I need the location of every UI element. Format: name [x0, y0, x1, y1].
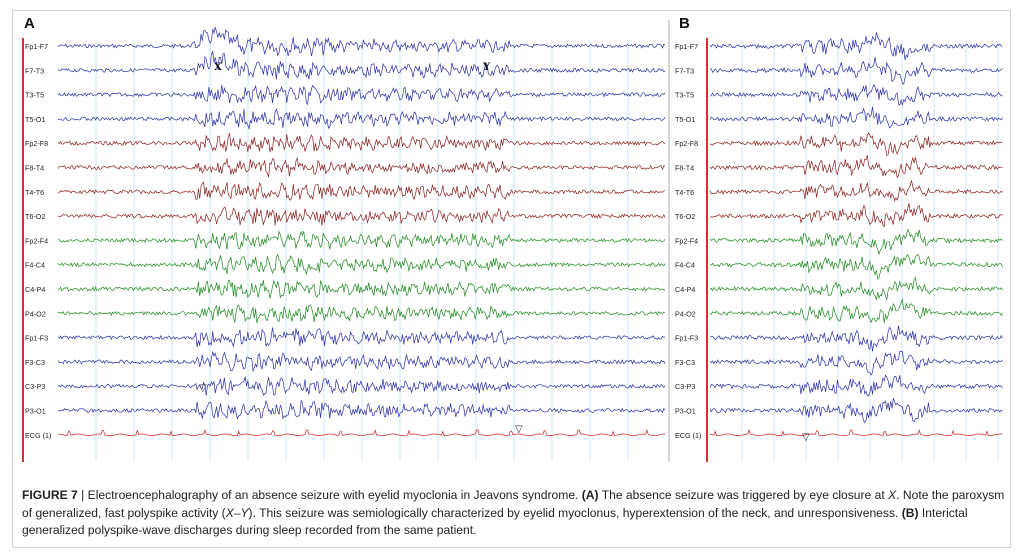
channel-label-ecg-1-: ECG (1) [25, 431, 51, 440]
channel-label-p3-o1: P3-O1 [675, 407, 696, 416]
eeg-trace-a-6 [57, 156, 666, 178]
channel-label-fp2-f8: Fp2-F8 [25, 139, 48, 148]
eeg-trace-b-16 [709, 398, 1003, 424]
eeg-trace-b-8 [709, 203, 1003, 228]
channel-label-f7-t3: F7-T3 [25, 66, 44, 75]
eeg-figure: Fp1-F7 F7-T3 T3-T5 T5-O1 Fp2-F8 F8-T4 T4-T6 T6-… [22, 20, 1003, 462]
caption-panel-b-ref: (B) [901, 505, 919, 520]
channel-label-c4-p4: C4-P4 [675, 285, 695, 294]
channel-label-f4-c4: F4-C4 [675, 261, 695, 270]
caption-text-1: Electroencephalography of an absence sei… [87, 488, 582, 502]
panel-b-letter: B [679, 15, 690, 32]
eeg-trace-a-10 [57, 253, 666, 276]
eeg-trace-b-7 [709, 180, 1003, 202]
figure-caption: FIGURE 7 | Electroencephalography of an … [22, 487, 1007, 540]
channel-label-f7-t3: F7-T3 [675, 66, 694, 75]
eeg-trace-b-9 [709, 228, 1003, 255]
channel-label-f8-t4: F8-T4 [675, 164, 694, 173]
channel-label-f3-c3: F3-C3 [675, 358, 695, 367]
caption-x-ref: X [888, 488, 897, 502]
eeg-trace-b-10 [709, 253, 1003, 280]
panel-a-letter: A [24, 15, 35, 32]
eeg-trace-b-14 [709, 350, 1003, 376]
eeg-trace-a-13 [57, 327, 666, 348]
channel-label-t6-o2: T6-O2 [25, 212, 45, 221]
event-triangle-b-1: ▽ [802, 432, 810, 443]
marker-y: Y [482, 62, 491, 73]
channel-label-fp2-f4: Fp2-F4 [25, 236, 48, 245]
eeg-trace-a-11 [57, 279, 666, 299]
channel-label-c3-p3: C3-P3 [25, 382, 45, 391]
channel-label-t5-o1: T5-O1 [675, 115, 695, 124]
channel-label-p3-o1: P3-O1 [25, 407, 46, 416]
eeg-trace-a-4 [57, 108, 666, 131]
channel-label-ecg-1-: ECG (1) [675, 431, 701, 440]
panel-b-red-bar [706, 38, 708, 462]
eeg-trace-a-3 [57, 84, 666, 106]
eeg-trace-a-17 [57, 428, 666, 436]
channel-label-fp1-f7: Fp1-F7 [25, 42, 48, 51]
caption-label: FIGURE 7 [22, 488, 78, 502]
caption-panel-a-ref: (A) [581, 488, 599, 502]
eeg-trace-b-6 [709, 155, 1003, 179]
channel-label-fp2-f8: Fp2-F8 [675, 139, 698, 148]
eeg-trace-a-16 [57, 399, 666, 420]
figure-frame [12, 10, 1011, 548]
channel-label-c4-p4: C4-P4 [25, 285, 45, 294]
channel-label-t4-t6: T4-T6 [675, 188, 694, 197]
event-triangle-a-2: ▽ [515, 424, 523, 435]
eeg-trace-b-5 [710, 132, 1003, 157]
channel-label-p4-o2: P4-O2 [25, 309, 46, 318]
channel-label-c3-p3: C3-P3 [675, 382, 695, 391]
eeg-trace-b-12 [709, 298, 1003, 324]
channel-label-t4-t6: T4-T6 [25, 188, 44, 197]
channel-label-t3-t5: T3-T5 [25, 91, 44, 100]
eeg-trace-b-3 [709, 84, 1003, 107]
eeg-trace-a-9 [57, 230, 666, 250]
channel-label-f3-c3: F3-C3 [25, 358, 45, 367]
channel-label-t3-t5: T3-T5 [675, 91, 694, 100]
channel-label-fp2-f4: Fp2-F4 [675, 236, 698, 245]
channel-label-f4-c4: F4-C4 [25, 261, 45, 270]
eeg-trace-a-7 [57, 181, 666, 201]
marker-x: X [214, 62, 222, 73]
eeg-trace-b-2 [709, 57, 1003, 85]
caption-text-4: ). This seizure was semiologically chara… [248, 505, 902, 520]
panel-a-red-bar [22, 38, 24, 462]
eeg-trace-a-15 [57, 376, 666, 396]
eeg-trace-a-12 [57, 304, 666, 324]
eeg-trace-b-4 [709, 106, 1003, 129]
caption-separator: | [77, 488, 88, 502]
eeg-trace-b-1 [709, 32, 1003, 61]
channel-label-f8-t4: F8-T4 [25, 164, 44, 173]
eeg-trace-a-14 [57, 350, 666, 373]
caption-text-2: The absence seizure was triggered by eye… [598, 488, 889, 502]
event-triangle-a-1: ▽ [199, 383, 207, 394]
caption-text-5: Interictal generalized polyspike-wave di… [22, 505, 968, 538]
channel-label-p4-o2: P4-O2 [675, 309, 696, 318]
eeg-trace-a-5 [57, 133, 666, 153]
eeg-trace-a-2 [57, 51, 666, 80]
eeg-trace-a-1 [57, 27, 666, 57]
eeg-trace-b-17 [709, 428, 1003, 436]
channel-label-fp1-f7: Fp1-F7 [675, 42, 698, 51]
channel-label-fp1-f3: Fp1-F3 [25, 334, 48, 343]
caption-text-3: . Note the paroxysm of generalized, fast… [22, 488, 1005, 520]
eeg-trace-b-13 [709, 325, 1003, 352]
eeg-trace-a-8 [57, 206, 666, 226]
eeg-trace-b-15 [709, 374, 1003, 397]
caption-xy-ref: X–Y [225, 505, 249, 520]
channel-label-t5-o1: T5-O1 [25, 115, 45, 124]
channel-label-fp1-f3: Fp1-F3 [675, 334, 698, 343]
channel-label-t6-o2: T6-O2 [675, 212, 695, 221]
eeg-trace-b-11 [709, 276, 1003, 301]
